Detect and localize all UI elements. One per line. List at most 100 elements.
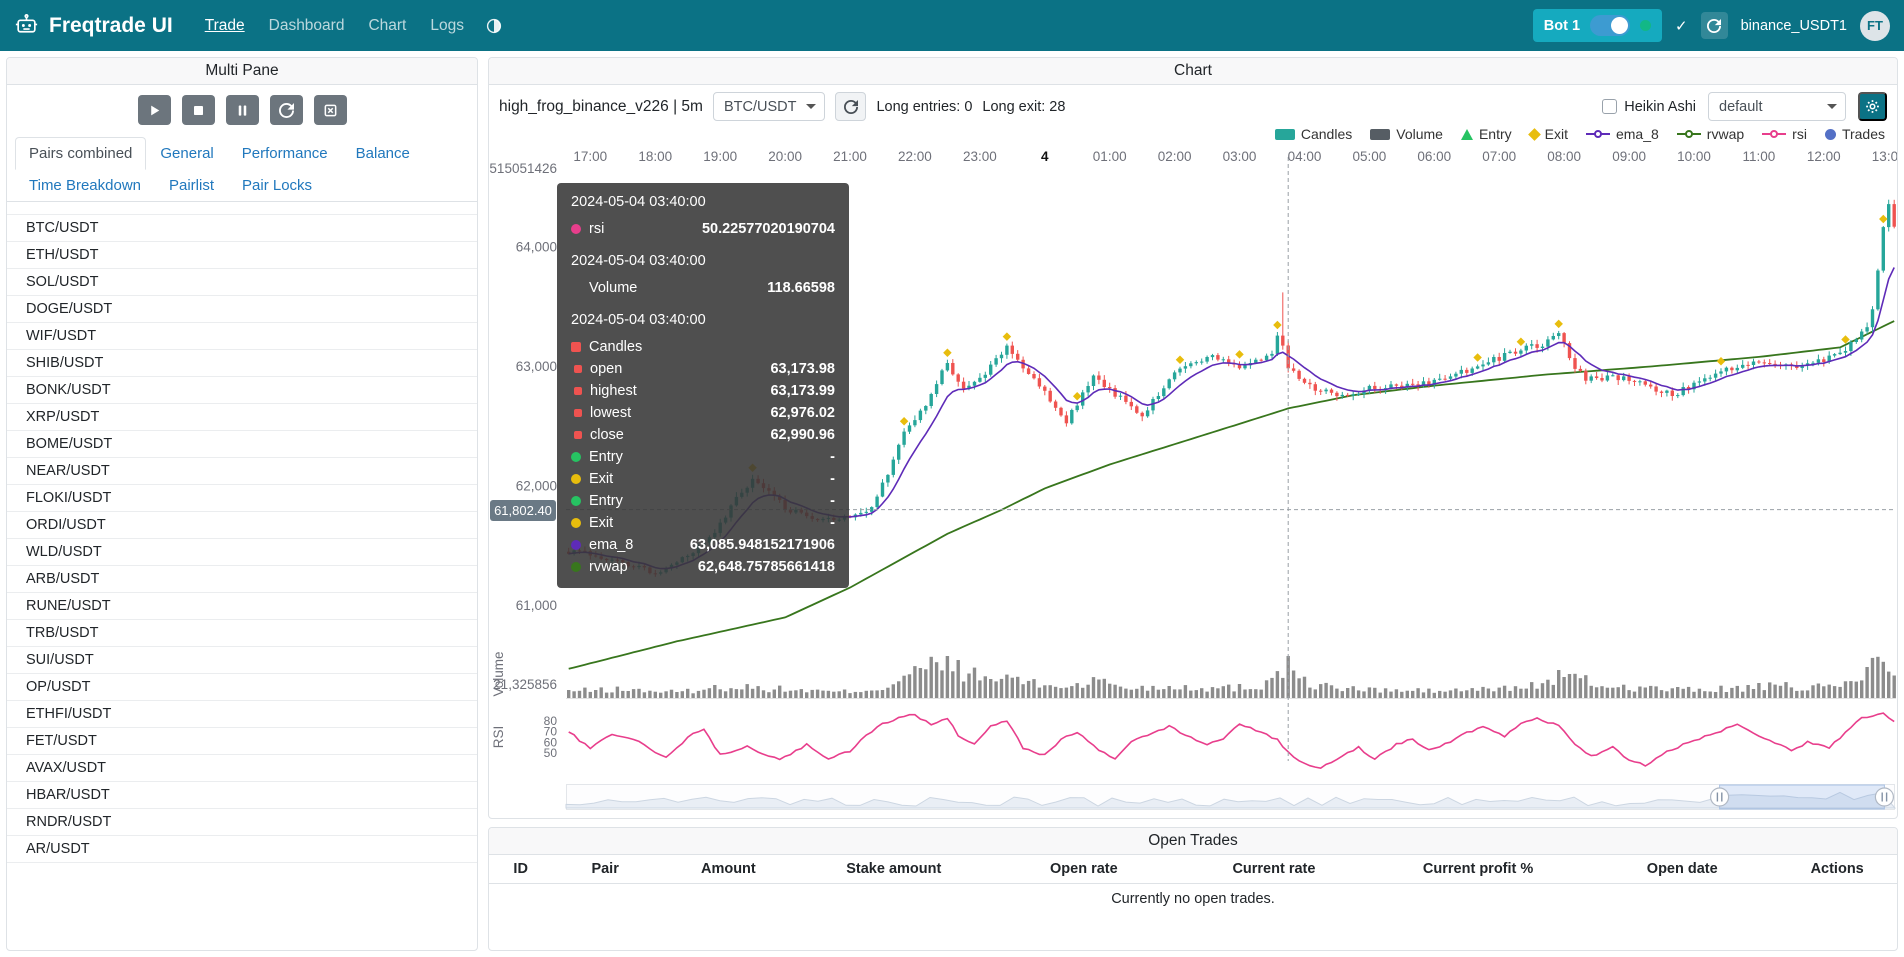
pair-item[interactable]: XRP/USDT bbox=[7, 403, 477, 430]
multi-pane-title: Multi Pane bbox=[7, 58, 477, 85]
bot-selector[interactable]: Bot 1 bbox=[1532, 9, 1663, 42]
col-header-open-date[interactable]: Open date bbox=[1587, 855, 1778, 884]
pair-item[interactable]: BONK/USDT bbox=[7, 376, 477, 403]
pair-item[interactable]: ORDI/USDT bbox=[7, 511, 477, 538]
tab-pair-locks[interactable]: Pair Locks bbox=[242, 177, 313, 194]
legend-item-ema-8[interactable]: ema_8 bbox=[1585, 126, 1659, 142]
rsi-axis-label: 60 bbox=[544, 735, 558, 749]
pair-item[interactable]: SHIB/USDT bbox=[7, 349, 477, 376]
col-header-open-rate[interactable]: Open rate bbox=[988, 855, 1179, 884]
x-axis-label: 17:00 bbox=[573, 149, 607, 164]
bot-reload-config-button[interactable] bbox=[269, 95, 303, 125]
x-axis-label: 09:00 bbox=[1612, 149, 1646, 164]
nav-item-logs[interactable]: Logs bbox=[430, 16, 464, 34]
tab-general[interactable]: General bbox=[160, 145, 214, 162]
plot-config-gear-button[interactable] bbox=[1858, 92, 1887, 121]
col-header-stake-amount[interactable]: Stake amount bbox=[798, 855, 989, 884]
page-content: Multi Pane Pairs combined General Performa… bbox=[0, 51, 1904, 951]
plot-scheme-select[interactable]: default bbox=[1708, 92, 1846, 121]
pair-item[interactable]: TRB/USDT bbox=[7, 619, 477, 646]
pair-item[interactable]: SUI/USDT bbox=[7, 646, 477, 673]
nav-item-dashboard[interactable]: Dashboard bbox=[268, 16, 345, 34]
tab-performance[interactable]: Performance bbox=[241, 145, 328, 162]
legend-label: Trades bbox=[1841, 126, 1885, 142]
pair-item[interactable]: WLD/USDT bbox=[7, 538, 477, 565]
chart-toolbar-right: Heikin Ashi default bbox=[1602, 92, 1887, 121]
col-header-current-rate[interactable]: Current rate bbox=[1178, 855, 1369, 884]
chart-panel-title: Chart bbox=[489, 58, 1897, 85]
x-axis-label: 12:00 bbox=[1807, 149, 1841, 164]
datazoom-selection[interactable] bbox=[1719, 784, 1885, 810]
pair-item[interactable]: AR/USDT bbox=[7, 835, 477, 863]
pair-item[interactable]: ETH/USDT bbox=[7, 241, 477, 268]
brand[interactable]: Freqtrade UI bbox=[14, 13, 173, 38]
pair-item[interactable]: BOME/USDT bbox=[7, 430, 477, 457]
legend-item-exit[interactable]: Exit bbox=[1527, 126, 1568, 142]
col-header-actions[interactable]: Actions bbox=[1777, 855, 1897, 884]
legend-item-rsi[interactable]: rsi bbox=[1762, 126, 1807, 142]
pair-item[interactable]: WIF/USDT bbox=[7, 322, 477, 349]
pair-item[interactable]: OP/USDT bbox=[7, 673, 477, 700]
datazoom-handle-left[interactable] bbox=[1709, 787, 1730, 807]
bot-cancel-open-orders-button[interactable] bbox=[313, 95, 347, 125]
refresh-all-button[interactable] bbox=[1700, 12, 1728, 39]
bot-online-indicator bbox=[1640, 20, 1652, 31]
legend-label: rvwap bbox=[1706, 126, 1745, 142]
col-header-id[interactable]: ID bbox=[489, 855, 553, 884]
pair-item[interactable]: FET/USDT bbox=[7, 727, 477, 754]
bot-enable-toggle[interactable] bbox=[1590, 15, 1631, 36]
col-header-amount[interactable]: Amount bbox=[657, 855, 799, 884]
legend-item-candles[interactable]: Candles bbox=[1274, 126, 1353, 142]
pair-item[interactable]: DOGE/USDT bbox=[7, 295, 477, 322]
open-trades-table: ID Pair Amount Stake amount Open rate Current… bbox=[489, 855, 1897, 914]
theme-toggle-icon[interactable] bbox=[486, 18, 502, 34]
chevron-down-icon bbox=[806, 103, 817, 114]
bot-start-button[interactable] bbox=[137, 95, 171, 125]
pair-item[interactable]: ARB/USDT bbox=[7, 565, 477, 592]
pair-item[interactable]: SOL/USDT bbox=[7, 268, 477, 295]
price-chart[interactable]: 17:00 18:00 19:00 20:00 21:00 22:00 23:00 4 01:0… bbox=[489, 143, 1897, 775]
legend-item-rvwap[interactable]: rvwap bbox=[1676, 126, 1745, 142]
pair-item[interactable]: ETHFI/USDT bbox=[7, 700, 477, 727]
legend-item-trades[interactable]: Trades bbox=[1824, 126, 1885, 142]
bot-stop-button[interactable] bbox=[181, 95, 215, 125]
datazoom-handle-right[interactable] bbox=[1874, 787, 1895, 807]
rsi-axis-label: 50 bbox=[544, 746, 558, 760]
tab-time-breakdown[interactable]: Time Breakdown bbox=[29, 177, 141, 194]
pair-item[interactable]: HBAR/USDT bbox=[7, 781, 477, 808]
pair-item[interactable]: NEAR/USDT bbox=[7, 457, 477, 484]
pair-select[interactable]: BTC/USDT bbox=[712, 92, 826, 121]
legend-label: Candles bbox=[1300, 126, 1353, 142]
tab-pairlist[interactable]: Pairlist bbox=[169, 177, 215, 194]
chart-refresh-button[interactable] bbox=[835, 92, 867, 121]
crosshair-price-label: 61,802.40 bbox=[490, 499, 556, 521]
datazoom-slider[interactable] bbox=[565, 784, 1897, 810]
pair-item[interactable]: RNDR/USDT bbox=[7, 808, 477, 835]
nav-item-trade[interactable]: Trade bbox=[204, 16, 245, 34]
pair-item[interactable]: FLOKI/USDT bbox=[7, 484, 477, 511]
x-axis-label: 23:00 bbox=[963, 149, 997, 164]
bot-pause-button[interactable] bbox=[225, 95, 259, 125]
pair-item[interactable]: BTC/USDT bbox=[7, 214, 477, 241]
tab-pairs-combined[interactable]: Pairs combined bbox=[15, 137, 147, 170]
pair-item[interactable]: RUNE/USDT bbox=[7, 592, 477, 619]
legend-label: Volume bbox=[1396, 126, 1443, 142]
right-column: Chart high_frog_binance_v226 | 5m BTC/US… bbox=[488, 57, 1898, 951]
chart-area[interactable]: 17:00 18:00 19:00 20:00 21:00 22:00 23:00 4 01:0… bbox=[489, 143, 1897, 778]
rsi-axis-label: 80 bbox=[544, 714, 558, 728]
pair-select-value: BTC/USDT bbox=[723, 98, 797, 115]
legend-item-entry[interactable]: Entry bbox=[1460, 126, 1512, 142]
legend-item-volume[interactable]: Volume bbox=[1370, 126, 1443, 142]
avatar[interactable]: FT bbox=[1860, 10, 1890, 41]
tab-balance[interactable]: Balance bbox=[355, 145, 410, 162]
navbar-right: Bot 1 ✓ binance_USDT1 FT bbox=[1532, 9, 1890, 42]
candlestick-series bbox=[567, 199, 1896, 577]
ema-8-line-icon bbox=[1585, 130, 1610, 138]
col-header-current-profit-[interactable]: Current profit % bbox=[1368, 855, 1588, 884]
heikin-ashi-checkbox[interactable] bbox=[1602, 99, 1618, 114]
chart-axes: 17:00 18:00 19:00 20:00 21:00 22:00 23:00 4 01:0… bbox=[489, 149, 1897, 760]
col-header-pair[interactable]: Pair bbox=[552, 855, 658, 884]
nav-item-chart[interactable]: Chart bbox=[368, 16, 407, 34]
pair-item[interactable]: AVAX/USDT bbox=[7, 754, 477, 781]
chart-toolbar: high_frog_binance_v226 | 5m BTC/USDT Lon… bbox=[489, 85, 1897, 123]
